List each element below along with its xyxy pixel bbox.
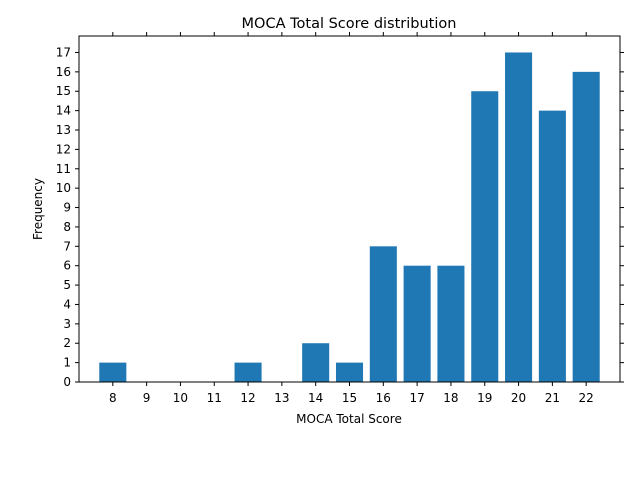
y-axis-title: Frequency: [31, 178, 45, 240]
bar-14: [302, 343, 330, 382]
bar-15: [335, 362, 364, 382]
y-tick-label: 9: [63, 201, 71, 215]
y-tick-label: 13: [56, 123, 71, 137]
y-tick-label: 3: [63, 317, 71, 331]
x-tick-label: 10: [173, 391, 188, 405]
y-tick-label: 4: [63, 297, 71, 311]
chart-title: MOCA Total Score distribution: [242, 16, 457, 32]
x-tick-label: 8: [109, 391, 117, 405]
x-tick-label: 19: [477, 391, 492, 405]
y-tick-label: 11: [56, 162, 71, 176]
y-tick-label: 14: [56, 104, 71, 118]
x-axis-ticks: 8 9 10 11 12 13 14 15 16 17 18 19 20 21 22: [109, 32, 594, 405]
y-tick-label: 17: [56, 45, 71, 59]
y-tick-label: 7: [63, 239, 71, 253]
bar-22: [572, 71, 600, 383]
x-tick-label: 12: [240, 391, 255, 405]
y-tick-label: 10: [56, 181, 71, 195]
x-tick-label: 22: [579, 391, 594, 405]
bar-20: [505, 52, 533, 382]
x-tick-label: 14: [308, 391, 323, 405]
y-tick-label: 12: [56, 142, 71, 156]
bar-18: [437, 265, 465, 382]
y-tick-label: 6: [63, 259, 71, 273]
bar-16: [369, 246, 397, 382]
bars: [99, 52, 600, 383]
bar-8: [99, 362, 127, 382]
x-tick-label: 16: [376, 391, 391, 405]
x-axis-title: MOCA Total Score: [296, 412, 402, 426]
x-tick-label: 15: [342, 391, 357, 405]
y-tick-label: 1: [63, 356, 71, 370]
y-tick-label: 16: [56, 65, 71, 79]
x-tick-label: 20: [511, 391, 526, 405]
x-tick-label: 11: [207, 391, 222, 405]
y-tick-label: 8: [63, 220, 71, 234]
x-tick-label: 13: [274, 391, 289, 405]
x-tick-label: 17: [409, 391, 424, 405]
bar-12: [234, 362, 262, 382]
bar-19: [471, 91, 499, 383]
y-tick-label: 15: [56, 84, 71, 98]
x-tick-label: 21: [545, 391, 560, 405]
plot-frame: [78, 35, 621, 383]
y-tick-label: 2: [63, 336, 71, 350]
bar-17: [403, 265, 431, 382]
bar-21: [538, 110, 566, 382]
y-tick-label: 5: [63, 278, 71, 292]
y-tick-label: 0: [63, 375, 71, 389]
x-tick-label: 18: [443, 391, 458, 405]
x-tick-label: 9: [143, 391, 151, 405]
